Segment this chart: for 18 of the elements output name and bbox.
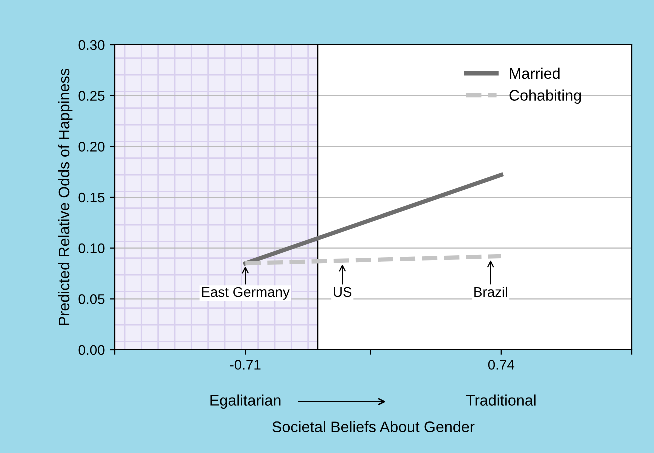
y-tick-label: 0.00 (78, 345, 105, 356)
y-tick-label: 0.25 (78, 91, 105, 102)
annotation: Brazil (474, 286, 508, 298)
annotation: US (334, 287, 352, 298)
text: Egalitarian (210, 394, 281, 409)
y-tick-label: 0.15 (78, 192, 105, 203)
legend-label: Married (510, 68, 560, 80)
text: Traditional (466, 394, 536, 406)
legend-label: Cohabiting (510, 90, 582, 104)
y-tick-label: 0.30 (78, 40, 105, 50)
x-tick-label: 0.74 (488, 360, 515, 370)
y-tick-label: 0.05 (78, 294, 105, 304)
y-axis-title: Predicted Relative Odds of Happiness (58, 68, 73, 326)
y-tick-label: 0.10 (78, 244, 105, 254)
y-tick-label: 0.20 (78, 142, 105, 152)
x-axis-title: Societal Beliefs About Gender (272, 421, 475, 432)
annotation: East Germany (202, 287, 290, 300)
x-tick-label: -0.71 (230, 360, 261, 370)
